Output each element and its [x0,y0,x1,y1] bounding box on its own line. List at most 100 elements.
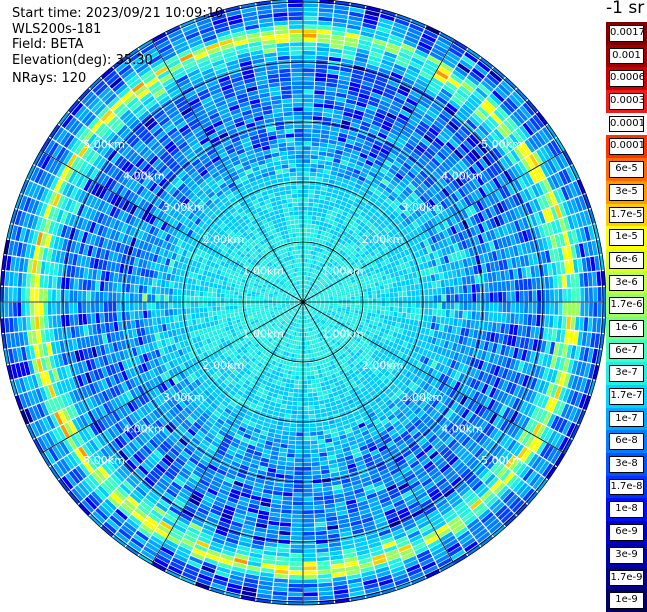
ppi-gate-cell [500,323,505,333]
ppi-gate-cell [327,74,338,79]
ppi-gate-cell [328,206,334,211]
ppi-gate-cell [301,346,303,350]
ppi-gate-cell [295,458,303,462]
ppi-gate-cell [281,439,288,444]
ppi-gate-cell [510,313,515,323]
ppi-gate-cell [334,154,342,159]
ppi-gate-cell [379,267,384,272]
ppi-gate-cell [334,299,338,301]
ppi-gate-cell [535,265,540,277]
ppi-gate-cell [280,518,291,523]
ppi-gate-cell [303,424,309,428]
ppi-gate-cell [373,298,377,302]
ppi-gate-cell [322,117,331,122]
ppi-gate-cell [536,278,541,290]
ppi-gate-cell [522,326,527,337]
ppi-gate-cell [269,459,277,464]
ppi-gate-cell [309,185,315,189]
ppi-gate-cell [351,307,355,310]
ppi-gate-cell [307,224,311,228]
ppi-gate-cell [488,273,493,283]
ppi-gate-cell [475,321,480,330]
ppi-gate-cell [304,566,317,570]
ppi-gate-cell [317,212,322,217]
ppi-gate-cell [288,592,302,596]
ppi-gate-cell [303,471,311,475]
ppi-gate-cell [303,211,307,215]
ppi-gate-cell [307,220,311,224]
ppi-gate-cell [366,316,370,320]
ppi-gate-cell [319,400,325,405]
ppi-gate-cell [319,452,327,457]
ppi-gate-cell [319,226,323,231]
ppi-gate-cell [274,389,279,394]
ppi-gate-cell [393,287,397,292]
ppi-gate-cell [330,216,335,221]
ppi-gate-cell [313,492,323,496]
ppi-gate-cell [307,341,310,345]
ppi-gate-cell [315,522,326,527]
ppi-gate-cell [309,190,315,194]
ppi-gate-cell [502,313,506,323]
ppi-gate-cell [342,304,346,306]
ppi-gate-cell [596,318,601,333]
ppi-gate-cell [394,292,398,297]
ppi-gate-cell [296,367,300,371]
ppi-gate-cell [276,565,289,570]
ppi-gate-cell [426,275,431,282]
ppi-gate-cell [431,323,436,330]
ppi-gate-cell [485,302,489,311]
ppi-gate-cell [402,313,406,318]
ppi-gate-cell [300,367,303,371]
ppi-gate-cell [303,458,311,462]
ppi-gate-cell [454,310,458,318]
ppi-gate-cell [303,146,311,150]
ppi-gate-cell [326,152,334,157]
ppi-gate-cell [275,430,282,435]
ppi-gate-cell [304,575,317,579]
ppi-gate-cell [412,272,417,278]
ppi-gate-cell [325,381,330,386]
ppi-gate-cell [380,271,385,276]
ppi-gate-cell [290,558,303,562]
ppi-gate-cell [324,170,331,175]
ppi-gate-cell [506,313,511,323]
ppi-gate-cell [330,424,337,429]
ppi-gate-cell [275,574,289,579]
ppi-gate-cell [351,294,355,297]
ppi-gate-cell [406,285,410,291]
ppi-gate-cell [402,329,407,335]
ppi-gate-cell [552,263,557,276]
ppi-gate-cell [330,468,339,473]
ppi-gate-cell [318,21,332,26]
ppi-gate-cell [506,281,511,291]
ppi-gate-cell [515,291,519,302]
ppi-gate-cell [309,415,315,419]
ppi-gate-cell [310,436,317,440]
ppi-gate-cell [342,295,346,298]
ppi-gate-cell [308,389,313,393]
ppi-gate-cell [554,289,558,301]
ppi-gate-cell [387,335,392,341]
ppi-gate-cell [295,376,299,380]
ppi-gate-cell [513,325,518,336]
ppi-gate-cell [429,302,433,308]
ppi-gate-cell [505,270,510,280]
ppi-gate-cell [421,328,426,335]
ppi-gate-cell [310,428,316,432]
ppi-gate-cell [304,21,318,25]
ppi-gate-cell [317,34,330,39]
ppi-gate-cell [324,399,330,404]
ppi-gate-cell [314,405,320,409]
ppi-gate-cell [389,288,393,293]
ppi-gate-cell [304,592,318,596]
ppi-gate-cell [313,108,323,112]
ppi-gate-cell [313,362,317,366]
ppi-gate-cell [393,282,398,287]
ppi-gate-cell [463,285,467,293]
ppi-gate-cell [310,172,316,176]
ppi-gate-cell [330,131,339,136]
ppi-gate-cell [303,393,308,397]
ppi-gate-cell [433,295,437,301]
ppi-gate-cell [403,308,407,313]
